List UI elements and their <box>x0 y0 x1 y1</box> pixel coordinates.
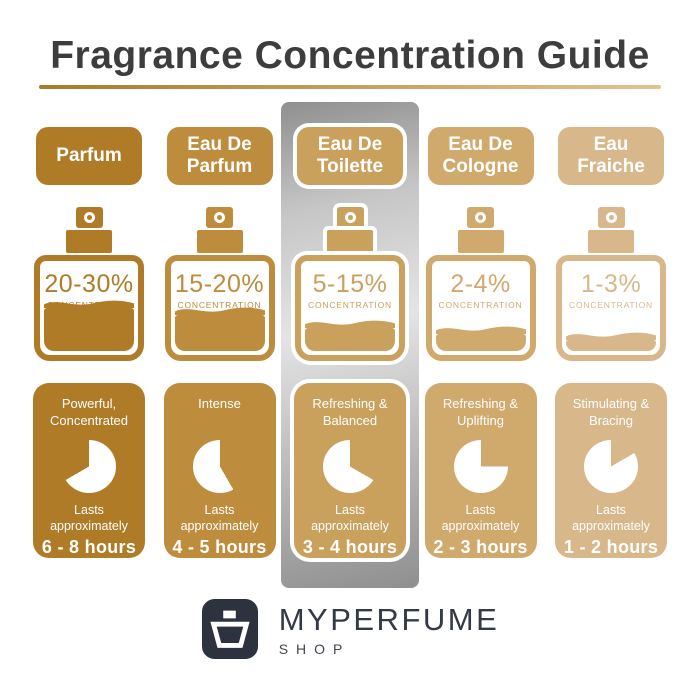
concentration-label: CONCENTRATION <box>308 300 392 310</box>
concentration-value: 15-20% <box>174 270 265 298</box>
category-label: Parfum <box>36 127 142 185</box>
scent-description: Refreshing & Uplifting <box>442 396 519 428</box>
spray-nozzle-icon <box>597 207 625 228</box>
concentration-value: 20-30% <box>44 270 134 298</box>
wave-icon <box>566 332 656 340</box>
columns-row: Parfum 20-30% CONCENTRATION Powerful, Co… <box>0 102 700 588</box>
liquid-fill <box>305 321 395 351</box>
category-label: Eau De Cologne <box>427 127 534 185</box>
duration-value: 6 - 8 hours <box>41 537 137 557</box>
perfume-bottle-icon: 2-4% CONCENTRATION <box>425 207 536 361</box>
concentration-label: CONCENTRATION <box>177 300 262 310</box>
bottle-body: 1-3% CONCENTRATION <box>556 255 666 361</box>
bottle-body: 5-15% CONCENTRATION <box>295 255 405 361</box>
clock-icon <box>453 440 508 493</box>
bottle-neck <box>66 230 112 253</box>
wave-icon <box>435 326 526 335</box>
title-underline <box>39 85 661 89</box>
concentration-label: CONCENTRATION <box>569 300 653 310</box>
perfume-bottle-icon: 15-20% CONCENTRATION <box>164 207 275 361</box>
bottle-body: 2-4% CONCENTRATION <box>425 255 536 361</box>
liquid-fill <box>174 307 265 351</box>
duration-value: 1 - 2 hours <box>563 537 659 557</box>
brand-name: MYPERFUME <box>278 601 500 637</box>
scent-description: Powerful, Concentrated <box>49 396 129 428</box>
info-card: Refreshing & Balanced Lasts approximatel… <box>294 383 406 558</box>
info-card: Intense Lasts approximately 4 - 5 hours <box>163 383 276 558</box>
perfume-bottle-icon: 5-15% CONCENTRATION <box>295 207 405 361</box>
column-eau-de-parfum: Eau De Parfum 15-20% CONCENTRATION Inten… <box>161 127 279 558</box>
liquid-fill <box>435 326 526 351</box>
lasts-label: Lasts approximately <box>50 502 128 533</box>
spray-nozzle-icon <box>75 207 103 228</box>
bottle-neck <box>196 230 243 253</box>
column-parfum: Parfum 20-30% CONCENTRATION Powerful, Co… <box>30 127 148 558</box>
wave-icon <box>305 321 395 329</box>
brand-sub: SHOP <box>278 640 351 657</box>
duration-value: 4 - 5 hours <box>172 537 267 557</box>
clock-icon <box>323 440 377 493</box>
spray-nozzle-icon <box>467 207 494 228</box>
category-label: Eau Fraiche <box>558 127 664 185</box>
spray-nozzle-icon <box>206 207 233 228</box>
wave-icon <box>44 300 134 308</box>
bottle-neck <box>588 230 634 253</box>
category-label: Eau De Toilette <box>297 127 403 185</box>
liquid-fill <box>44 300 134 351</box>
info-card: Refreshing & Uplifting Lasts approximate… <box>424 383 537 558</box>
liquid-fill <box>566 332 656 351</box>
footer-brand: MYPERFUME SHOP <box>0 598 700 660</box>
concentration-value: 1-3% <box>580 270 642 298</box>
scent-description: Stimulating & Bracing <box>572 396 650 428</box>
lasts-label: Lasts approximately <box>572 502 650 533</box>
scent-description: Refreshing & Balanced <box>312 396 388 428</box>
header: Fragrance Concentration Guide <box>0 0 700 89</box>
info-card: Stimulating & Bracing Lasts approximatel… <box>555 383 667 558</box>
lasts-label: Lasts approximately <box>441 502 520 533</box>
duration-value: 2 - 3 hours <box>433 537 528 557</box>
lasts-label: Lasts approximately <box>180 502 259 533</box>
clock-icon <box>192 440 247 493</box>
column-eau-de-cologne: Eau De Cologne 2-4% CONCENTRATION Refres… <box>422 127 540 558</box>
concentration-value: 2-4% <box>450 270 511 298</box>
perfume-bottle-icon: 20-30% CONCENTRATION <box>34 207 144 361</box>
bottle-neck <box>457 230 504 253</box>
lasts-label: Lasts approximately <box>311 502 389 533</box>
spray-nozzle-icon <box>336 207 364 228</box>
clock-icon <box>62 440 116 493</box>
bottle-body: 15-20% CONCENTRATION <box>164 255 275 361</box>
column-eau-de-toilette: Eau De Toilette 5-15% CONCENTRATION Refr… <box>281 102 419 588</box>
bottle-body: 20-30% CONCENTRATION <box>34 255 144 361</box>
page-title: Fragrance Concentration Guide <box>50 34 650 77</box>
duration-value: 3 - 4 hours <box>302 537 398 557</box>
concentration-value: 5-15% <box>312 270 388 298</box>
brand-logo-icon <box>201 599 258 659</box>
scent-description: Intense <box>198 396 241 411</box>
concentration-label: CONCENTRATION <box>438 300 523 310</box>
category-label: Eau De Parfum <box>166 127 273 185</box>
column-eau-fraiche: Eau Fraiche 1-3% CONCENTRATION Stimulati… <box>552 127 670 558</box>
info-card: Powerful, Concentrated Lasts approximate… <box>33 383 145 558</box>
wave-icon <box>174 307 265 316</box>
clock-icon <box>584 440 638 493</box>
perfume-bottle-icon: 1-3% CONCENTRATION <box>556 207 666 361</box>
bottle-neck <box>327 230 373 253</box>
